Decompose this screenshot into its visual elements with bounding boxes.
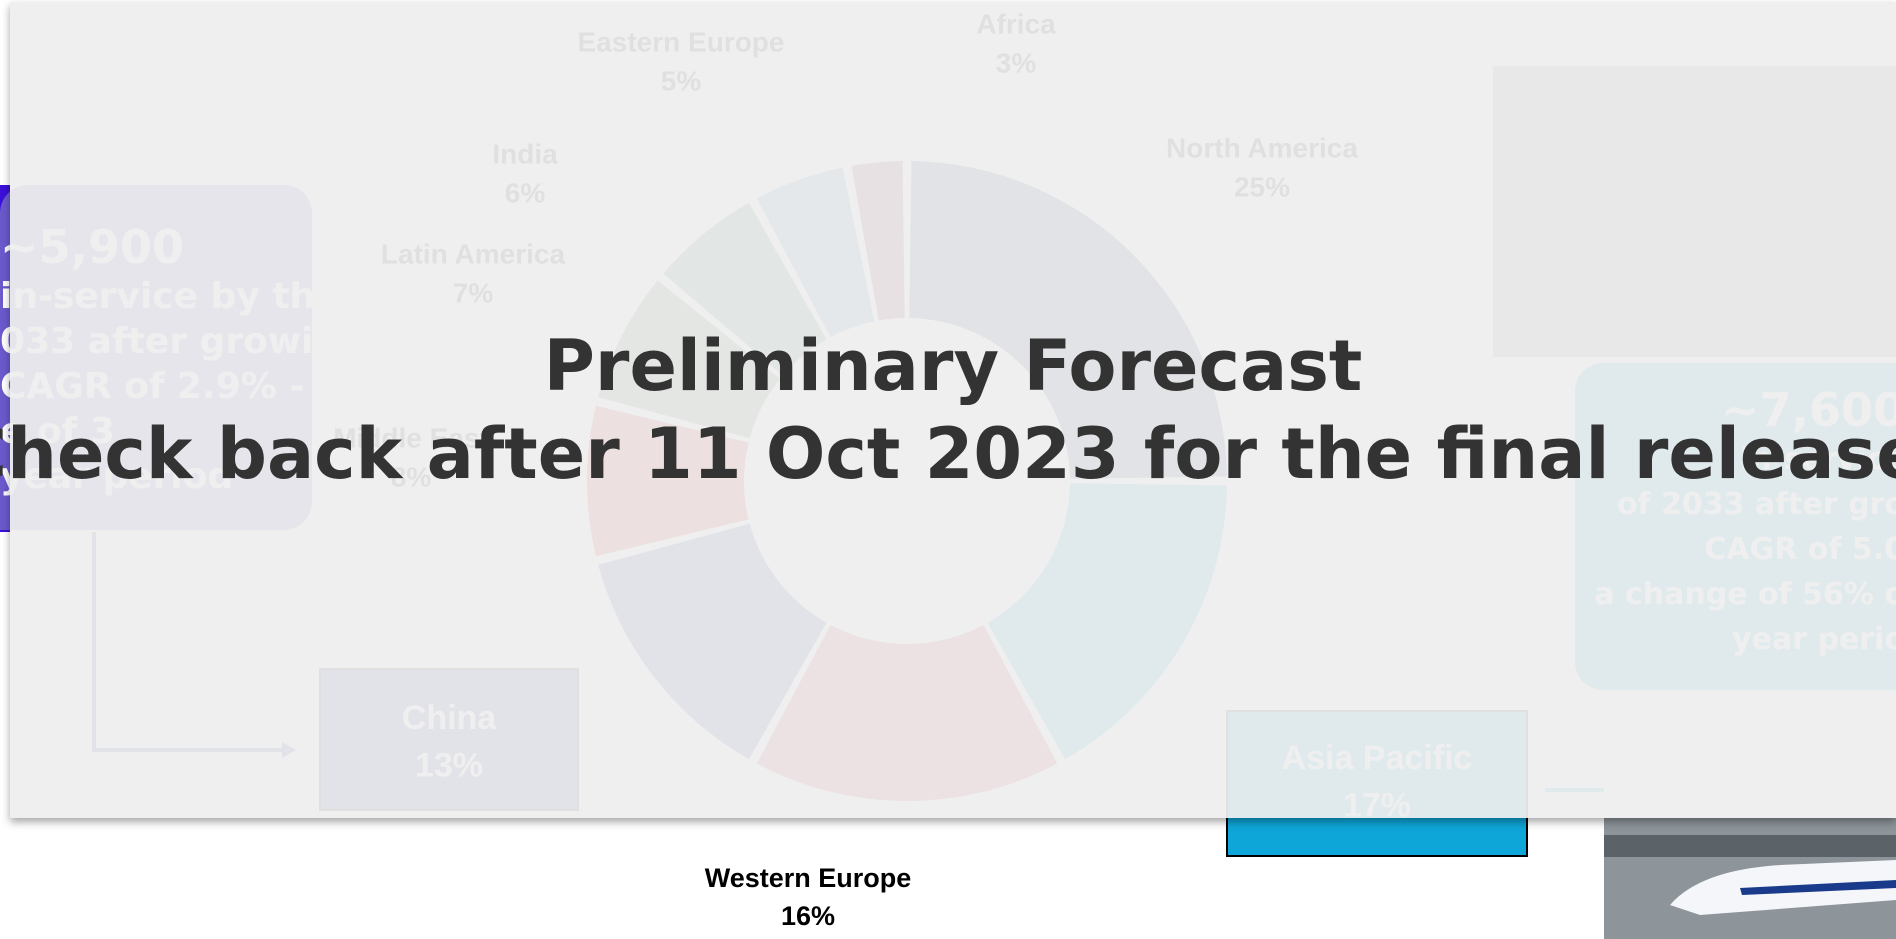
page: {"chart_data": {"type": "pie", "categori… — [0, 0, 1896, 939]
overlay-title: Preliminary Forecast — [544, 322, 1363, 410]
overlay-message: Check back after 11 Oct 2023 for the fin… — [0, 410, 1896, 498]
runway — [1604, 835, 1896, 857]
category-label: Western Europe — [705, 863, 912, 893]
preliminary-overlay: Preliminary Forecast Check back after 11… — [10, 2, 1896, 818]
value-label: 16% — [781, 901, 835, 931]
